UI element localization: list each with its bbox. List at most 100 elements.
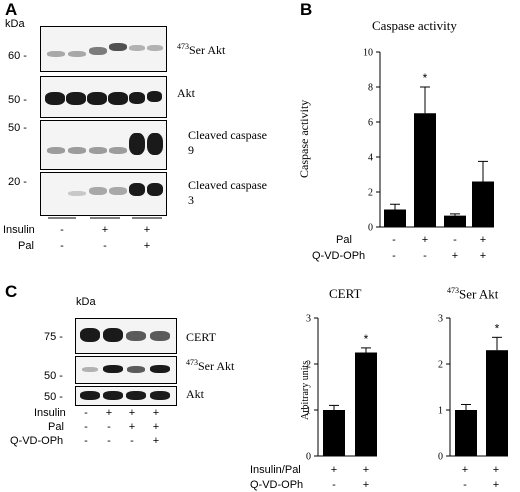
condition-value: -	[60, 224, 64, 236]
condition-value: +	[128, 407, 136, 419]
lane-group-underlines	[48, 217, 162, 219]
blot-label-cert: CERT	[186, 330, 216, 344]
significance-marker: *	[423, 71, 428, 85]
condition-value: -	[84, 421, 88, 433]
condition-value: +	[479, 250, 487, 262]
y-tick-label: 3	[306, 314, 311, 325]
mw-marker: 50 -	[44, 391, 63, 403]
blot-label-cleaved-caspase-9: Cleaved caspase 9	[188, 128, 267, 157]
condition-label: Insulin/Pal	[250, 464, 301, 476]
condition-value: +	[461, 464, 469, 476]
bar	[355, 352, 377, 456]
condition-value: +	[492, 464, 500, 476]
condition-value: -	[130, 435, 134, 447]
blot-label-psaer-akt: 473Ser Akt	[177, 42, 226, 57]
y-tick-label: 10	[363, 48, 373, 59]
condition-value: +	[479, 234, 487, 246]
mw-marker: 50 -	[8, 122, 27, 134]
y-tick-label: 0	[368, 223, 373, 234]
condition-label: Pal	[48, 421, 64, 433]
condition-value: -	[463, 479, 467, 491]
blot-label-akt: Akt	[177, 86, 195, 100]
kda-label-c: kDa	[76, 296, 96, 308]
y-tick-label: 4	[368, 153, 373, 164]
mw-marker: 20 -	[8, 176, 27, 188]
significance-marker: *	[495, 321, 500, 335]
panel-letter-a: A	[5, 0, 18, 19]
condition-value: +	[152, 435, 160, 447]
bar	[472, 181, 494, 227]
condition-value: -	[107, 421, 111, 433]
bar	[444, 215, 466, 227]
condition-label: Q-VD-OPh	[10, 435, 64, 447]
condition-value: -	[60, 240, 64, 252]
bar	[486, 350, 508, 456]
condition-value: -	[84, 407, 88, 419]
condition-value: +	[105, 407, 113, 419]
condition-value: -	[103, 240, 107, 252]
condition-label: Insulin	[3, 224, 35, 236]
condition-value: +	[451, 250, 459, 262]
y-tick-label: 3	[438, 314, 443, 325]
bar	[323, 410, 345, 456]
western-blot-psaer-akt	[40, 26, 167, 72]
condition-label: Insulin	[34, 407, 66, 419]
y-tick-label: 8	[368, 83, 373, 94]
y-tick-label: 1	[306, 406, 311, 417]
mw-marker: 75 -	[44, 331, 63, 343]
panel-letter-b: B	[300, 0, 313, 19]
chart-title-cert: CERT	[329, 286, 362, 301]
mw-marker: 50 -	[8, 94, 27, 106]
y-tick-label: 6	[368, 118, 373, 129]
mw-marker: 50 -	[44, 370, 63, 382]
condition-label: Pal	[336, 234, 352, 246]
condition-value: +	[143, 224, 151, 236]
y-tick-label: 0	[306, 452, 311, 463]
y-tick-label: 2	[438, 360, 443, 371]
condition-label: Q-VD-OPh	[250, 479, 304, 491]
y-tick-label: 2	[368, 188, 373, 199]
y-tick-label: 1	[438, 406, 443, 417]
condition-value: -	[392, 234, 396, 246]
kda-label-a: kDa	[5, 18, 25, 30]
significance-marker: *	[364, 332, 369, 346]
bar	[455, 410, 477, 456]
western-blot-akt-c	[75, 386, 177, 406]
chart-title-psaer-akt: 473Ser Akt	[447, 286, 499, 302]
condition-value: +	[143, 240, 151, 252]
y-tick-label: 2	[306, 360, 311, 371]
western-blot-psaer-akt-c	[75, 356, 177, 384]
condition-value: +	[330, 464, 338, 476]
condition-value: +	[492, 479, 500, 491]
condition-value: +	[128, 421, 136, 433]
condition-value: -	[453, 234, 457, 246]
condition-value: +	[101, 224, 109, 236]
condition-label: Pal	[18, 240, 34, 252]
western-blot-akt	[40, 76, 167, 118]
condition-value: +	[152, 421, 160, 433]
western-blot-cleaved-caspase-3	[40, 172, 167, 216]
condition-value: +	[362, 479, 370, 491]
y-tick-label: 0	[438, 452, 443, 463]
condition-value: -	[423, 250, 427, 262]
bar	[414, 113, 436, 227]
western-blot-cert	[75, 318, 177, 354]
condition-label: Q-VD-OPh	[312, 250, 366, 262]
western-blot-cleaved-caspase-9	[40, 120, 167, 170]
chart-title-caspase: Caspase activity	[372, 18, 457, 33]
condition-value: -	[84, 435, 88, 447]
blot-label-akt-c: Akt	[186, 387, 204, 401]
condition-value: +	[362, 464, 370, 476]
blot-label-psaer-akt-c: 473Ser Akt	[186, 358, 235, 373]
condition-value: -	[332, 479, 336, 491]
panel-letter-c: C	[5, 282, 18, 301]
y-axis-label-cert: Arbitrary units	[300, 360, 311, 420]
condition-value: +	[152, 407, 160, 419]
blot-label-cleaved-caspase-3: Cleaved caspase 3	[188, 178, 267, 207]
condition-value: +	[421, 234, 429, 246]
condition-value: -	[107, 435, 111, 447]
condition-value: -	[392, 250, 396, 262]
bar	[384, 209, 406, 227]
mw-marker: 60 -	[8, 50, 27, 62]
